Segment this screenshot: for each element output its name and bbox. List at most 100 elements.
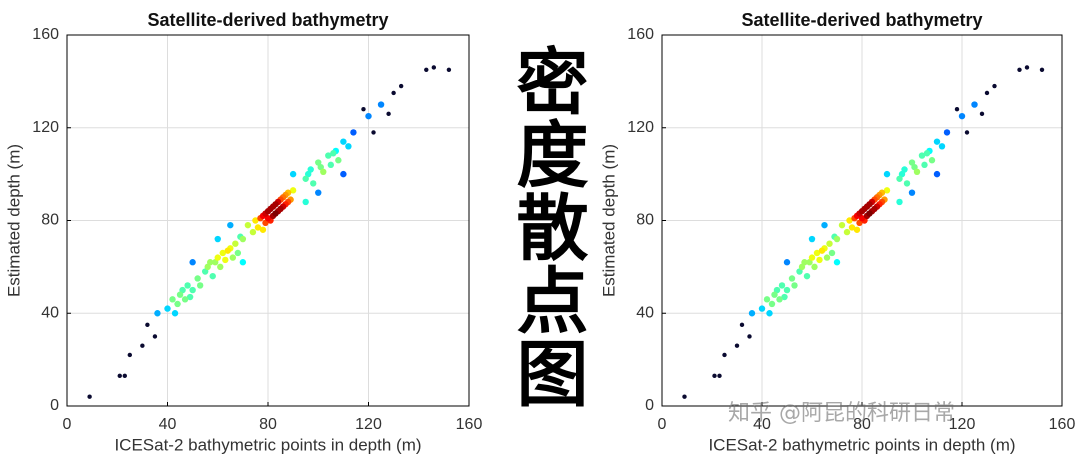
point: [249, 228, 257, 236]
point: [853, 226, 861, 233]
point: [127, 352, 133, 358]
point: [833, 259, 841, 266]
point: [169, 296, 176, 303]
point: [783, 286, 791, 294]
point: [181, 296, 189, 303]
point: [232, 240, 239, 247]
point: [776, 296, 783, 303]
point: [964, 130, 970, 135]
point: [682, 394, 687, 399]
point: [808, 235, 816, 243]
point: [833, 235, 841, 243]
x-tick-label: 120: [355, 416, 382, 433]
point: [398, 83, 404, 89]
x-tick-label: 0: [63, 416, 72, 433]
y-tick-label: 0: [50, 397, 59, 414]
point: [204, 263, 211, 271]
point: [992, 83, 997, 89]
chart-title: Satellite-derived bathymetry: [147, 10, 388, 30]
point: [196, 282, 204, 289]
point: [747, 334, 752, 339]
point: [330, 150, 337, 157]
point: [838, 221, 846, 229]
point: [818, 247, 826, 254]
y-tick-label: 0: [645, 397, 654, 414]
point: [883, 187, 891, 194]
point: [781, 293, 788, 301]
y-tick-label: 160: [627, 26, 654, 43]
point: [918, 152, 926, 159]
point: [371, 130, 376, 135]
point: [189, 259, 196, 266]
point: [267, 205, 274, 213]
point: [234, 249, 242, 257]
point: [954, 107, 960, 112]
point: [164, 305, 171, 312]
x-tick-label: 120: [949, 416, 976, 433]
point: [289, 187, 297, 194]
point: [117, 373, 122, 379]
point: [186, 293, 194, 301]
point: [227, 221, 234, 229]
point: [320, 168, 327, 176]
x-axis-label: ICESat-2 bathymetric points in depth (m): [708, 435, 1015, 454]
point: [823, 254, 831, 261]
point: [154, 310, 161, 317]
point: [209, 272, 216, 280]
point: [938, 143, 946, 150]
point: [913, 168, 921, 176]
point: [811, 263, 818, 271]
point: [798, 263, 806, 271]
point: [971, 101, 978, 108]
point: [222, 256, 229, 264]
side-title: 密度散点图: [504, 44, 588, 409]
point: [174, 300, 181, 308]
point: [350, 129, 357, 136]
point: [816, 256, 823, 264]
point: [788, 275, 796, 282]
point: [763, 296, 771, 303]
point: [984, 90, 990, 96]
point: [933, 170, 941, 178]
y-tick-label: 120: [627, 119, 654, 136]
point: [958, 112, 966, 120]
point: [171, 310, 179, 317]
point: [933, 138, 941, 145]
point: [189, 286, 196, 294]
point: [821, 221, 828, 229]
x-axis-label: ICESat-2 bathymetric points in depth (m): [114, 435, 421, 454]
point: [340, 170, 347, 178]
point: [1024, 65, 1030, 70]
point: [813, 249, 821, 257]
point: [325, 152, 332, 159]
y-tick-label: 40: [636, 304, 654, 321]
point: [239, 235, 247, 243]
point: [252, 217, 259, 224]
point: [424, 67, 429, 72]
point: [194, 275, 201, 282]
point: [828, 249, 836, 257]
point: [140, 343, 145, 348]
point: [883, 170, 891, 178]
x-tick-label: 160: [1049, 416, 1076, 433]
x-tick-label: 160: [456, 416, 483, 433]
point: [391, 90, 396, 96]
point: [310, 180, 317, 187]
point: [184, 282, 191, 289]
point: [979, 111, 985, 117]
point: [214, 254, 221, 261]
point: [843, 228, 851, 236]
point: [327, 161, 335, 169]
point: [903, 180, 911, 187]
x-tick-label: 40: [753, 416, 771, 433]
point: [272, 201, 279, 208]
plot-frame: [661, 34, 1063, 407]
point: [722, 352, 727, 358]
point: [272, 210, 279, 217]
y-tick-label: 120: [32, 119, 59, 136]
point: [766, 310, 773, 317]
point: [748, 310, 756, 317]
y-tick-label: 160: [32, 26, 59, 43]
point: [783, 259, 791, 266]
x-tick-label: 0: [658, 416, 667, 433]
